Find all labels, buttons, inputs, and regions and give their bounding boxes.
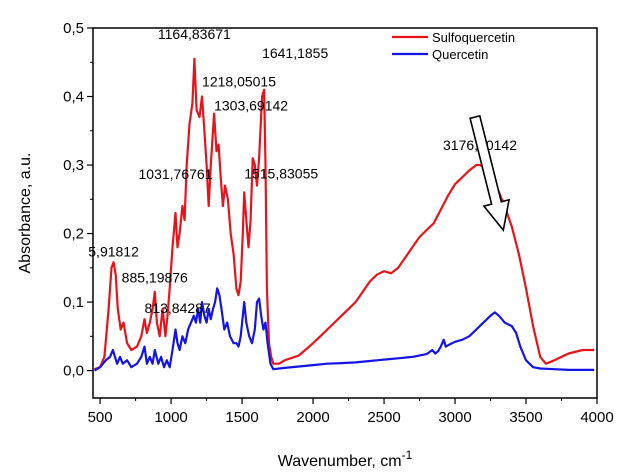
y-tick-label: 0,0 — [63, 363, 84, 380]
legend: Sulfoquercetin Quercetin — [392, 30, 515, 62]
series-line-quercetin — [93, 287, 595, 372]
axes: 500 1000 1500 2000 2500 3000 3500 4000 0,0 0,1 0,2… — [63, 20, 614, 426]
x-tick-label: 4000 — [580, 409, 613, 426]
x-tick-label: 3000 — [438, 409, 471, 426]
y-tick-label: 0,2 — [63, 226, 84, 243]
x-tick-label: 500 — [88, 409, 113, 426]
x-tick-label: 1000 — [154, 409, 187, 426]
peak-label: 1031,76761 — [139, 166, 213, 182]
peak-label: 1218,05015 — [202, 74, 276, 90]
y-tick-label: 0,4 — [63, 89, 84, 106]
peak-label: 813,84287 — [145, 300, 211, 316]
x-tick-label: 2000 — [296, 409, 329, 426]
peak-label: 1515,83055 — [244, 165, 318, 181]
peak-label: 885,19876 — [122, 269, 188, 285]
plot-frame — [92, 27, 598, 399]
peak-label: 1303,69142 — [214, 98, 288, 114]
series-line-sulfoquercetin — [94, 57, 595, 371]
legend-label: Sulfoquercetin — [432, 30, 515, 45]
y-tick-label: 0,1 — [63, 294, 84, 311]
peak-label: 1641,1855 — [262, 45, 328, 61]
annotations: 1164,83671 1641,1855 1218,05015 1303,69142 1… — [88, 26, 517, 316]
series-group — [93, 57, 595, 372]
y-tick-label: 0,3 — [63, 157, 84, 174]
x-tick-label: 3500 — [509, 409, 542, 426]
peak-label: 1164,83671 — [158, 26, 231, 42]
down-arrow-icon — [469, 114, 511, 232]
peak-label: 5,91812 — [88, 243, 139, 259]
x-tick-label: 1500 — [225, 409, 258, 426]
y-tick-label: 0,5 — [63, 20, 84, 37]
x-axis-title: Wavenumber, cm-1 — [278, 448, 413, 470]
x-tick-label: 2500 — [367, 409, 400, 426]
legend-label: Quercetin — [432, 47, 488, 62]
y-axis-title: Absorbance, a.u. — [17, 153, 34, 274]
